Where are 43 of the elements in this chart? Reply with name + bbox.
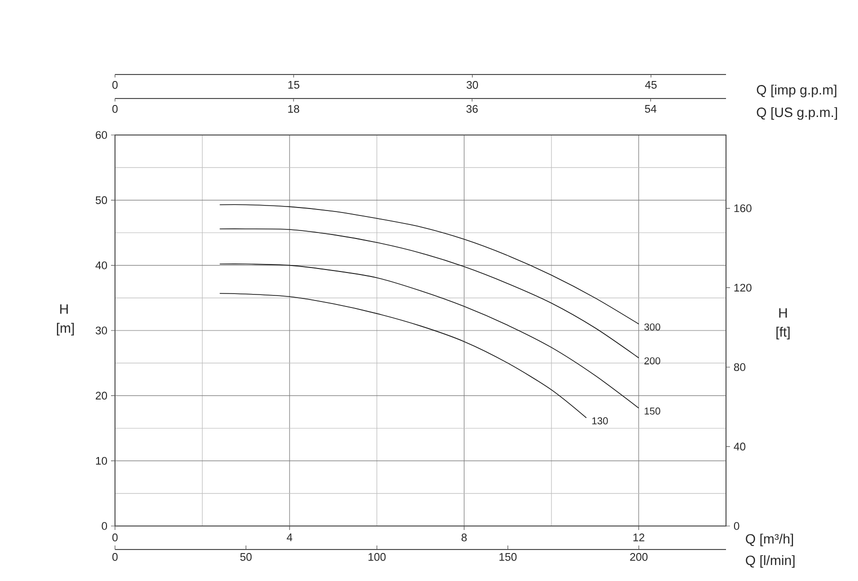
y2-tick-label: 40 [734,442,746,450]
x-axis-title: Q [m³/h] [746,534,793,546]
line-series [219,204,640,324]
x2-tick-label: 0 [112,105,118,113]
x-tick-label: 200 [630,553,648,561]
y-tick-label: 40 [95,261,108,270]
y-tick-label: 0 [102,522,108,530]
x2-tick-label: 15 [288,81,300,89]
x2-tick-label: 36 [466,105,478,113]
y2-tick-label: 80 [734,363,746,372]
y2-tick-label: 120 [734,284,752,292]
x2-tick-label: 0 [112,81,118,89]
x-axis-title: Q [l/min] [746,555,794,568]
line-series [219,292,587,418]
line-series [219,228,640,358]
y-axis-title: H [m] [56,304,74,336]
x2-tick-label: 18 [288,105,300,113]
y-tick-label: 50 [96,196,108,204]
series-label: 300 [644,323,660,331]
x2-tick-label: 45 [645,81,657,89]
series-label: 130 [592,417,608,424]
series-label: 200 [644,357,660,364]
x2-axis-title: Q [imp g.p.m] [756,84,836,98]
x-tick-label: 150 [500,553,517,561]
x-tick-label: 12 [633,534,644,542]
x-tick-label: 4 [286,534,292,542]
x-tick-label: 0 [112,534,118,542]
x-tick-label: 8 [462,534,467,542]
x2-axis-title: Q [US g.p.m.] [756,107,838,120]
series-label: 150 [644,408,660,415]
y-tick-label: 20 [96,392,108,400]
y2-tick-label: 160 [734,204,752,212]
y2-axis-title: H [ft] [776,308,790,340]
line-series [219,264,640,408]
y-tick-label: 60 [96,131,108,139]
x2-tick-label: 54 [644,105,656,113]
y-tick-label: 10 [96,456,108,465]
x2-tick-label: 30 [466,81,478,89]
x-tick-label: 0 [112,553,118,561]
y2-tick-label: 0 [734,522,740,530]
y-tick-label: 30 [96,326,108,334]
x-tick-label: 50 [240,553,252,561]
x-tick-label: 100 [368,553,386,561]
